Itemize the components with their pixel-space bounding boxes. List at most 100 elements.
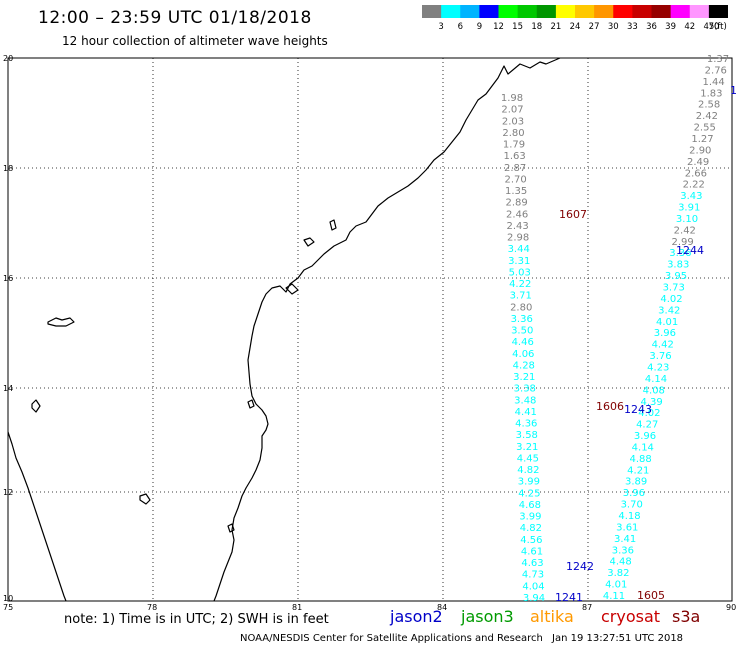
colorbar-label: 3 xyxy=(438,22,443,32)
colorbar-label: 27 xyxy=(589,22,600,32)
colorbar-swatch xyxy=(613,5,633,18)
colorbar-label: 9 xyxy=(477,22,482,32)
wave-height-label: 3.70 xyxy=(621,500,643,511)
colorbar-swatch xyxy=(479,5,499,18)
wave-height-label: 3.96 xyxy=(634,431,656,442)
wave-height-label: 2.89 xyxy=(505,198,527,209)
wave-height-label: 2.76 xyxy=(705,65,727,76)
time-label-1243: 1243 xyxy=(624,403,652,416)
colorbar-label: 30 xyxy=(608,22,619,32)
lat-label: 20 xyxy=(3,54,13,63)
wave-height-label: 3.76 xyxy=(649,351,671,362)
wave-height-label: 2.80 xyxy=(502,128,524,139)
wave-height-label: 4.39 xyxy=(640,397,662,408)
wave-height-label: 3.31 xyxy=(508,256,530,267)
wave-height-label: 4.04 xyxy=(522,581,544,592)
legend-cryosat: cryosat xyxy=(601,607,661,626)
colorbar-swatch xyxy=(498,5,519,18)
colorbar-label: (ft) xyxy=(714,22,727,32)
credit-text: NOAA/NESDIS Center for Satellite Applica… xyxy=(240,633,543,644)
time-label-1606: 1606 xyxy=(596,400,624,413)
lat-label: 14 xyxy=(3,384,13,393)
wave-height-label: 2.43 xyxy=(506,221,528,232)
colorbar-label: 12 xyxy=(493,22,504,32)
wave-height-label: 3.58 xyxy=(516,430,538,441)
colorbar-label: 42 xyxy=(684,22,695,32)
lon-label: 84 xyxy=(437,603,447,610)
wave-height-label: 4.02 xyxy=(660,294,682,305)
wave-height-label: 3.50 xyxy=(511,326,533,337)
wave-height-label: 4.22 xyxy=(509,279,531,290)
wave-height-label: 4.28 xyxy=(513,360,535,371)
wave-height-label: 4.88 xyxy=(629,454,651,465)
timestamp-text: Jan 19 13:27:51 UTC 2018 xyxy=(552,633,684,644)
wave-height-label: 3.94 xyxy=(523,593,545,604)
colorbar-swatch xyxy=(441,5,461,18)
wave-height-label: 4.02 xyxy=(638,408,660,419)
time-label-1607: 1607 xyxy=(559,208,587,221)
wave-height-label: 3.36 xyxy=(511,314,533,325)
wave-height-label: 2.49 xyxy=(687,157,709,168)
wave-height-label: 4.25 xyxy=(518,488,540,499)
wave-height-label: 4.73 xyxy=(522,570,544,581)
wave-height-label: 3.71 xyxy=(510,291,532,302)
colorbar-swatch xyxy=(517,5,538,18)
lat-label: 12 xyxy=(3,488,13,497)
wave-height-label: 1.27 xyxy=(691,134,713,145)
wave-height-label: 3.36 xyxy=(612,545,634,556)
colorbar-swatch xyxy=(422,5,442,18)
colorbar-swatch xyxy=(670,5,691,18)
wave-height-label: 3.36 xyxy=(669,248,691,259)
wave-height-label: 3.82 xyxy=(607,568,629,579)
wave-height-label: 4.14 xyxy=(632,443,654,454)
wave-height-label: 4.45 xyxy=(517,454,539,465)
wave-height-label: 1.37 xyxy=(707,54,729,65)
wave-height-label: 3.10 xyxy=(676,214,698,225)
wave-height-label: 4.01 xyxy=(656,317,678,328)
wave-height-label: 3.96 xyxy=(654,328,676,339)
time-label-1242: 1242 xyxy=(566,560,594,573)
colorbar-label: 33 xyxy=(627,22,638,32)
lon-label: 81 xyxy=(292,603,302,610)
track-left: 1.982.072.032.801.791.632.872.701.352.89… xyxy=(501,93,545,604)
lon-label: 87 xyxy=(582,603,592,610)
wave-height-label: 3.42 xyxy=(658,305,680,316)
wave-height-label: 4.08 xyxy=(643,385,665,396)
time-label-edge: 1 xyxy=(730,84,737,97)
page-subtitle: 12 hour collection of altimeter wave hei… xyxy=(62,34,328,48)
wave-height-label: 1.98 xyxy=(501,93,523,104)
wave-height-label: 4.68 xyxy=(519,500,541,511)
lat-label: 18 xyxy=(3,164,13,173)
colorbar-label: 24 xyxy=(570,22,581,32)
wave-height-label: 2.46 xyxy=(506,209,528,220)
map-gridlines xyxy=(8,58,732,601)
wave-height-label: 3.91 xyxy=(678,203,700,214)
wave-height-label: 3.44 xyxy=(508,244,530,255)
wave-height-label: 2.90 xyxy=(689,145,711,156)
time-label-1241: 1241 xyxy=(555,591,583,604)
colorbar-swatch xyxy=(460,5,480,18)
legend-jason2: jason2 xyxy=(390,607,443,626)
lon-label: 75 xyxy=(3,603,13,610)
wave-height-label: 2.07 xyxy=(501,105,523,116)
wave-height-label: 2.98 xyxy=(507,233,529,244)
wave-height-label: 3.73 xyxy=(663,283,685,294)
wave-height-label: 2.70 xyxy=(504,174,526,185)
wave-height-label: 3.96 xyxy=(623,488,645,499)
wave-height-label: 4.48 xyxy=(609,557,631,568)
wave-height-label: 3.99 xyxy=(518,477,540,488)
wave-height-label: 3.41 xyxy=(614,534,636,545)
lat-label: 16 xyxy=(3,274,13,283)
wave-height-label: 4.36 xyxy=(515,419,537,430)
colorbar-swatch xyxy=(632,5,652,18)
wave-height-label: 4.01 xyxy=(605,580,627,591)
wave-height-label: 2.42 xyxy=(674,225,696,236)
wave-height-label: 2.03 xyxy=(502,116,524,127)
colorbar-swatch xyxy=(651,5,672,18)
legend-jason3: jason3 xyxy=(461,607,514,626)
wave-height-label: 3.38 xyxy=(514,384,536,395)
colorbar-swatch xyxy=(708,5,728,18)
wave-height-label: 4.11 xyxy=(603,591,625,602)
time-label-1244: 1244 xyxy=(676,244,704,257)
wave-height-label: 3.21 xyxy=(513,372,535,383)
